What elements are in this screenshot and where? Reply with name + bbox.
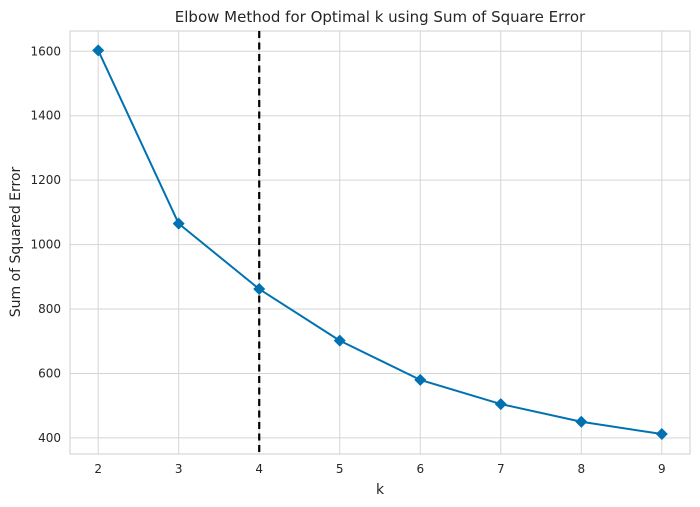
data-point-marker — [414, 373, 427, 386]
x-tick-label: 2 — [94, 462, 102, 476]
plot-frame — [69, 30, 691, 455]
grid-lines — [70, 31, 690, 454]
data-point-marker — [253, 283, 266, 296]
data-point-marker — [92, 44, 105, 57]
data-point-marker — [575, 415, 588, 428]
y-axis-ticks: 400 600 800 1000 1200 1400 1600 — [30, 44, 61, 445]
data-point-marker — [172, 217, 185, 230]
x-tick-label: 7 — [497, 462, 505, 476]
sse-series — [92, 44, 668, 441]
x-tick-label: 8 — [577, 462, 585, 476]
data-point-marker — [655, 428, 668, 441]
x-tick-label: 3 — [175, 462, 183, 476]
data-point-marker — [333, 334, 346, 347]
x-tick-label: 6 — [416, 462, 424, 476]
series-line — [97, 49, 662, 436]
x-axis-label: k — [376, 482, 385, 498]
x-tick-label: 4 — [255, 462, 263, 476]
y-tick-label: 1600 — [30, 44, 61, 58]
x-axis-ticks: 2 3 4 5 6 7 8 9 — [94, 462, 665, 476]
y-tick-label: 800 — [38, 302, 61, 316]
y-tick-label: 400 — [38, 431, 61, 445]
y-tick-label: 600 — [38, 366, 61, 380]
y-tick-label: 1000 — [30, 238, 61, 252]
y-tick-label: 1400 — [30, 109, 61, 123]
x-tick-label: 5 — [336, 462, 344, 476]
y-axis-label: Sum of Squared Error — [8, 166, 24, 317]
x-tick-label: 9 — [658, 462, 666, 476]
y-tick-label: 1200 — [30, 173, 61, 187]
data-point-marker — [494, 398, 507, 411]
chart-title: Elbow Method for Optimal k using Sum of … — [175, 8, 586, 26]
